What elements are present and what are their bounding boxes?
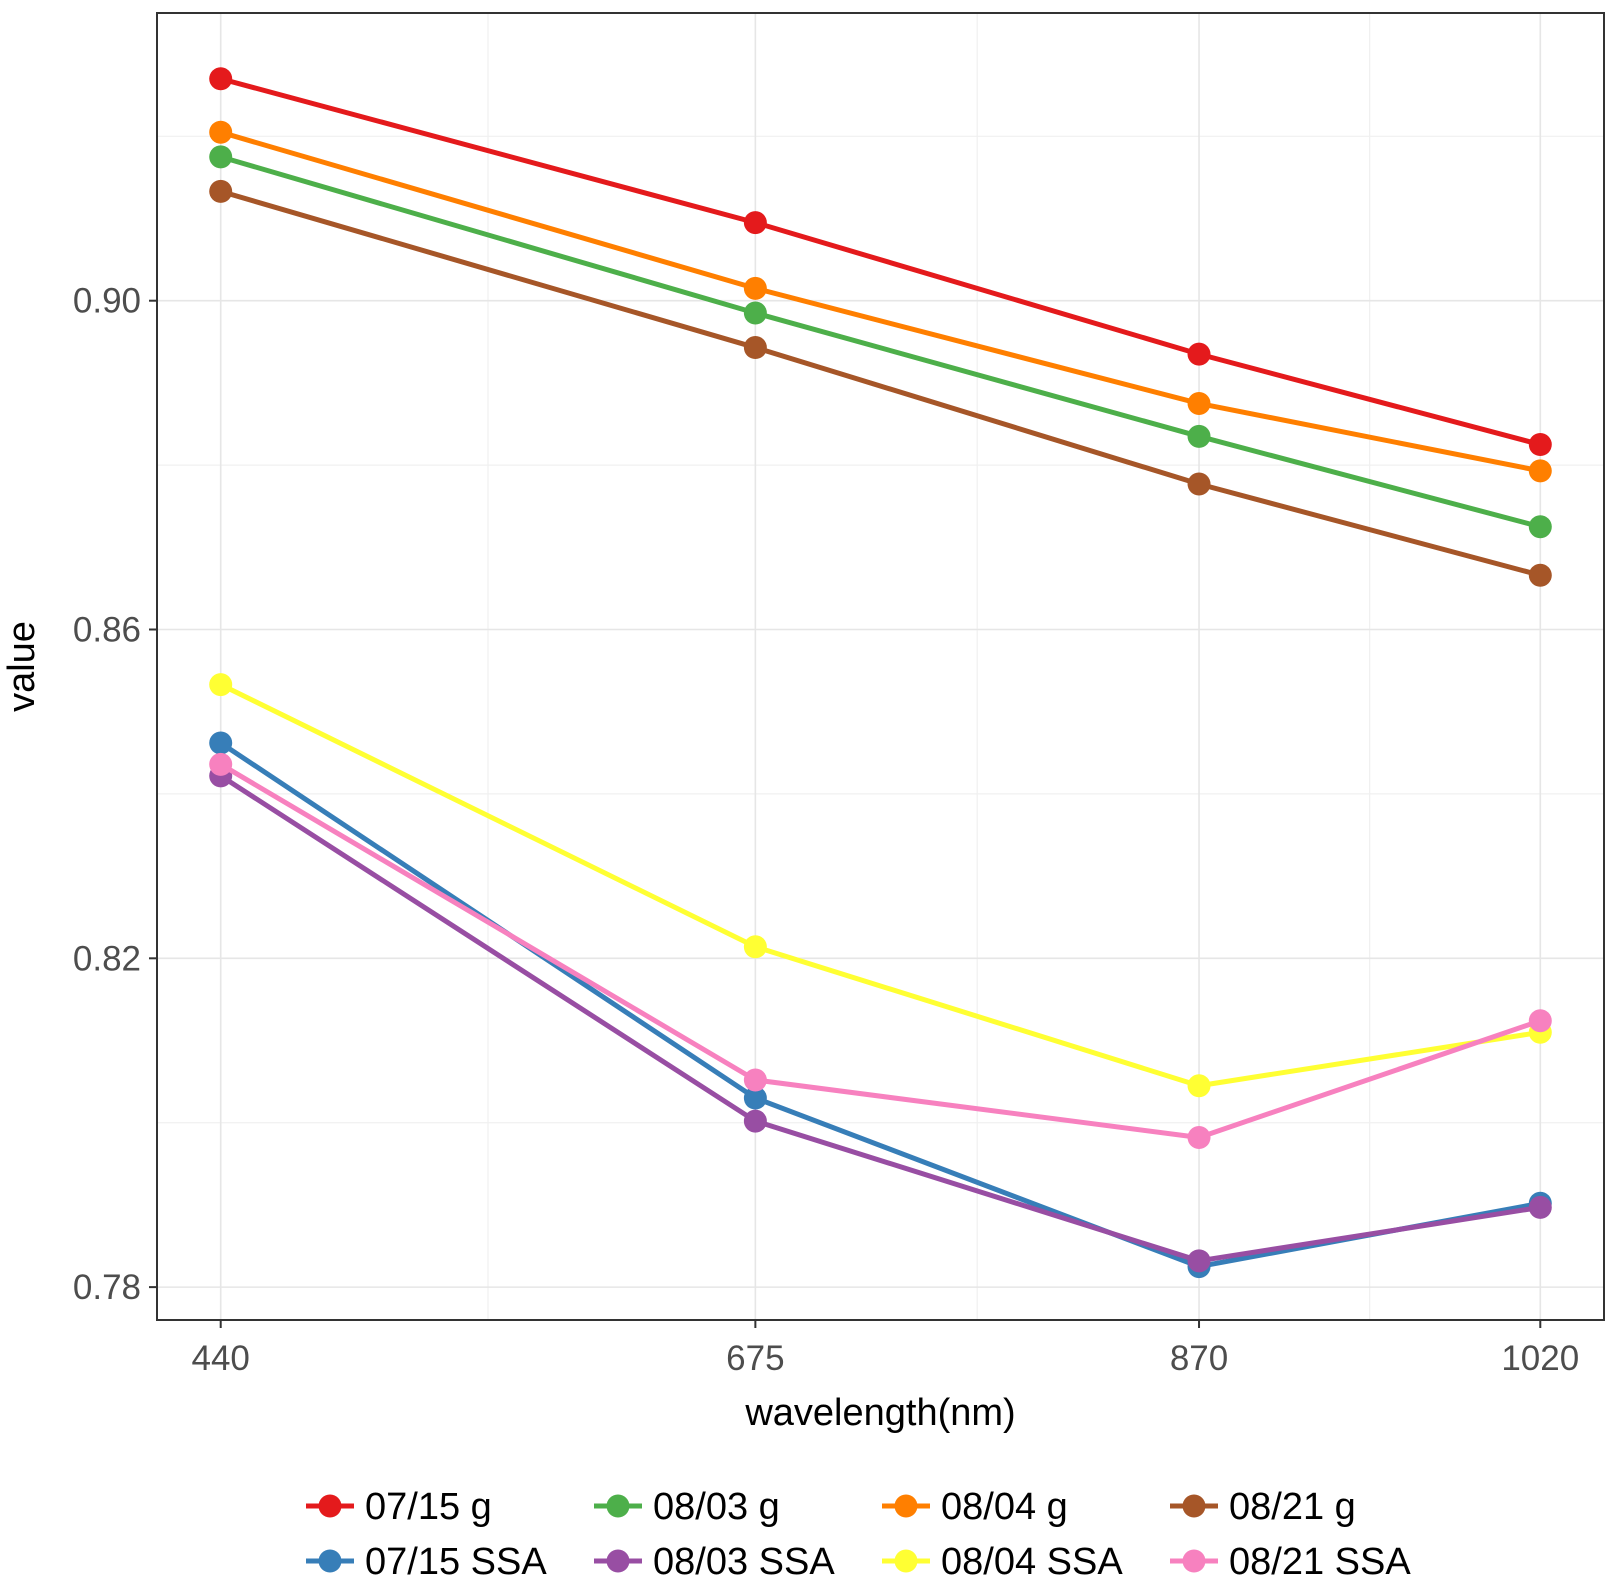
series-5 [209,764,1552,1273]
legend-label: 07/15 SSA [365,1541,547,1583]
data-point [743,1068,767,1092]
y-tick-label: 0.78 [73,1268,141,1307]
y-tick-label: 0.82 [73,939,141,978]
legend-key-point [318,1494,342,1518]
legend-item: 08/03 SSA [594,1541,835,1583]
data-point [743,276,767,300]
x-tick-label: 440 [192,1339,250,1378]
data-point [1187,424,1211,448]
legend-key-point [606,1549,630,1573]
series-line [220,76,1541,447]
y-axis-title: value [1,621,43,712]
data-point [1187,1074,1211,1098]
data-point [743,301,767,325]
y-tick-label: 0.90 [73,282,141,321]
data-point [1187,342,1211,366]
legend-item: 08/04 SSA [882,1541,1123,1583]
data-point [743,211,767,235]
legend-item: 08/21 SSA [1170,1541,1411,1583]
x-axis-title: wavelength(nm) [744,1392,1015,1434]
legend-key-point [894,1549,918,1573]
axes: 440 675 870 1020 0.78 0.82 0.86 0.90 [73,282,1579,1378]
data-point [1528,433,1552,457]
data-point [1187,1126,1211,1150]
series-line [220,129,1541,474]
x-tick-label: 675 [726,1339,784,1378]
legend-item: 08/04 g [882,1486,1068,1528]
data-point [743,935,767,959]
legend-label: 08/04 g [941,1486,1068,1528]
series-line [220,188,1541,578]
series-2 [209,120,1552,483]
x-tick-label: 1020 [1501,1339,1579,1378]
series-0 [209,67,1552,457]
data-point [1528,459,1552,483]
data-point [1528,515,1552,539]
series-line [219,762,1542,1141]
legend-item: 07/15 g [306,1486,492,1528]
data-point [209,120,233,144]
data-point [209,67,233,91]
legend-label: 07/15 g [365,1486,492,1528]
series-6 [209,673,1552,1098]
legend-key-point [1182,1549,1206,1573]
legend-key-point [1182,1494,1206,1518]
legend-label: 08/03 g [653,1486,780,1528]
legend-label: 08/03 SSA [653,1541,835,1583]
legend-key-point [318,1549,342,1573]
series-line [219,682,1541,1089]
series-layer [209,67,1552,1279]
x-tick-label: 870 [1170,1339,1228,1378]
legend: 07/15 g 08/03 g 08/04 g 08/21 g 07/15 SSA 08/… [306,1486,1411,1583]
data-point [1187,1249,1211,1273]
data-point [743,1109,767,1133]
legend-key-point [894,1494,918,1518]
data-point [1187,391,1211,415]
legend-item: 07/15 SSA [306,1541,547,1583]
panel-border [156,12,1605,1321]
legend-key-point [606,1494,630,1518]
series-line [220,154,1541,530]
legend-label: 08/04 SSA [941,1541,1123,1583]
series-3 [209,179,1552,587]
data-point [1187,472,1211,496]
legend-label: 08/21 SSA [1229,1541,1411,1583]
y-tick-label: 0.86 [73,611,141,650]
series-7 [209,752,1552,1150]
data-point [209,752,233,776]
data-point [209,673,233,697]
legend-label: 08/21 g [1229,1486,1356,1528]
data-point [209,179,233,203]
data-point [209,145,233,169]
data-point [743,336,767,360]
data-point [1528,1009,1552,1033]
data-point [209,731,233,755]
data-point [1528,1195,1552,1219]
series-1 [209,145,1552,539]
series-line [219,773,1541,1264]
legend-item: 08/03 g [594,1486,780,1528]
legend-item: 08/21 g [1170,1486,1356,1528]
data-point [1528,563,1552,587]
data-point [743,1086,767,1110]
